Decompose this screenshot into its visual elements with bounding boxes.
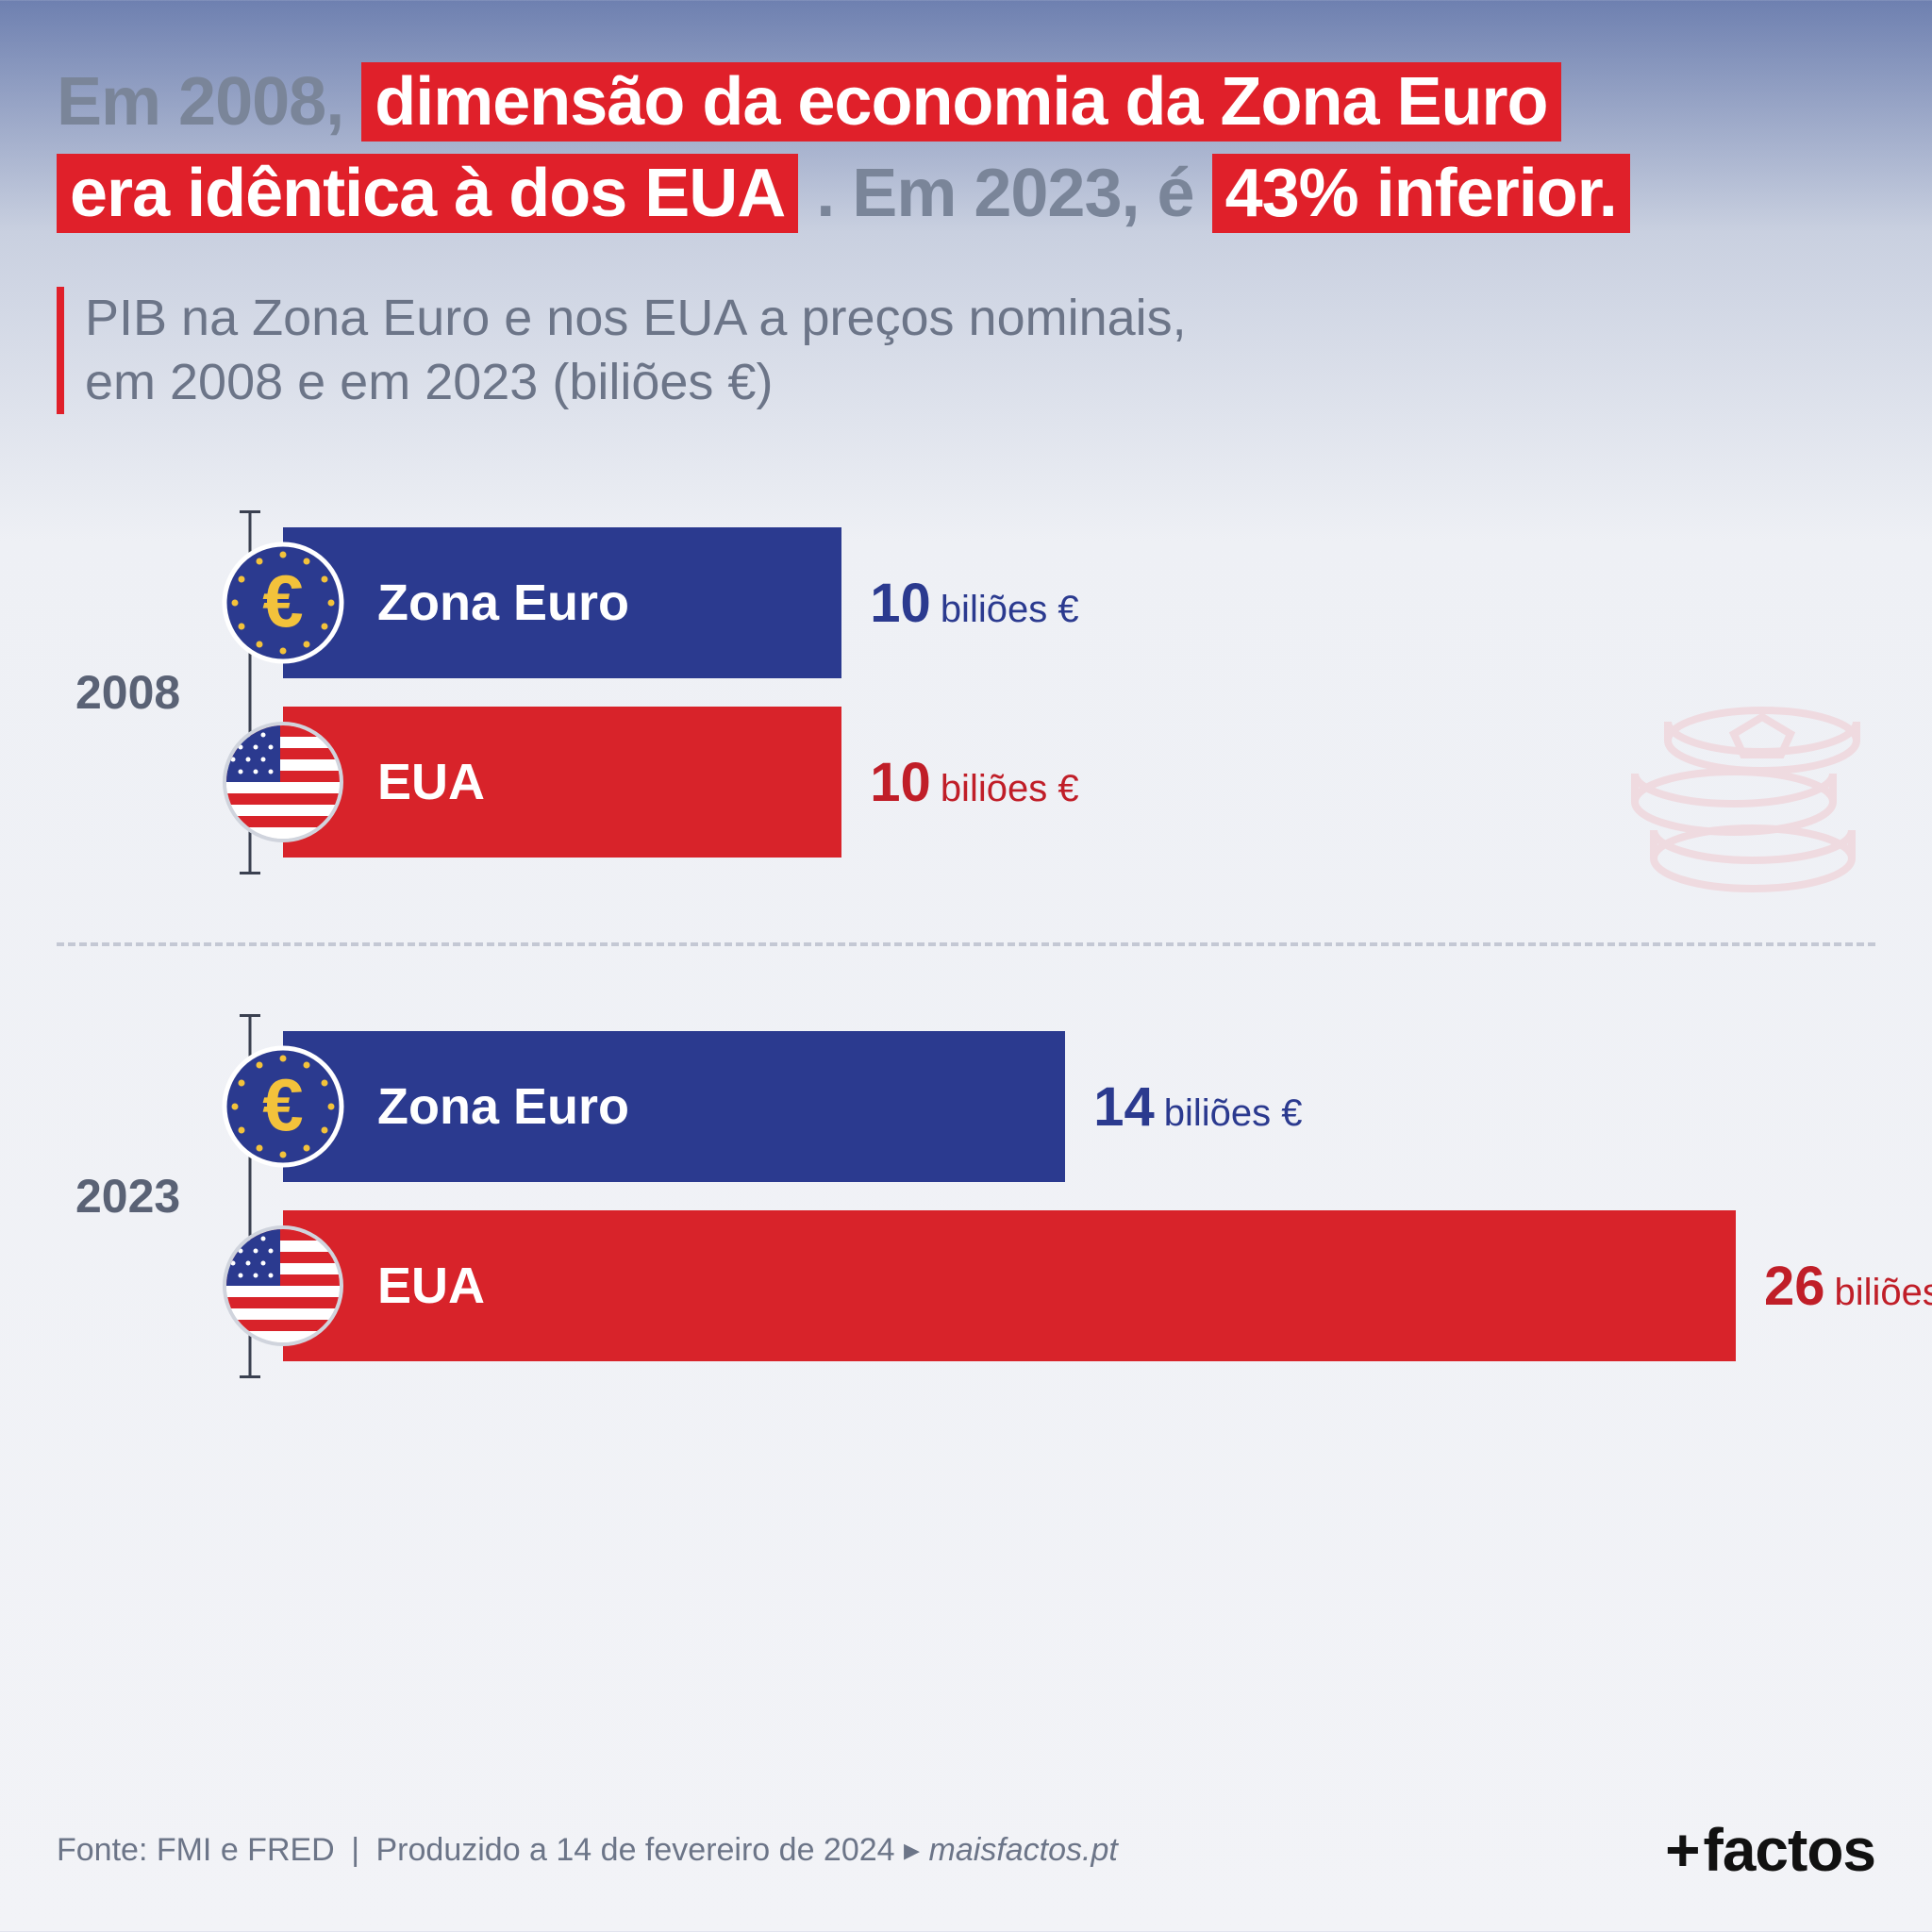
axis-tick-bottom <box>240 1375 260 1378</box>
value-number: 10 <box>870 751 931 814</box>
value-number: 14 <box>1093 1075 1155 1139</box>
axis-tick-bottom <box>240 872 260 874</box>
brand-plus: + <box>1665 1816 1699 1884</box>
bar-row-2023-eu: € Zona Euro 14 biliões € <box>283 1031 1875 1182</box>
bar-label: Zona Euro <box>377 1077 629 1136</box>
year-group-2008: 2008 € Zona Euro 10 <box>57 499 1875 886</box>
bar-2023-eu: Zona Euro 14 biliões € <box>283 1031 1065 1182</box>
bar-row-2008-us: EUA 10 biliões € <box>283 707 1875 858</box>
bar-label: EUA <box>377 753 485 811</box>
brand-logo: +factos <box>1665 1815 1875 1885</box>
subtitle-text: PIB na Zona Euro e nos EUA a preços nomi… <box>85 287 1187 414</box>
subtitle-line-1: PIB na Zona Euro e nos EUA a preços nomi… <box>85 290 1187 346</box>
source-text: FMI e FRED <box>157 1832 335 1868</box>
headline: Em 2008, dimensão da economia da Zona Eu… <box>0 0 1932 258</box>
value-unit: biliões € <box>941 768 1079 810</box>
subtitle-block: PIB na Zona Euro e nos EUA a preços nomi… <box>57 287 1875 414</box>
brand-name: factos <box>1704 1816 1876 1884</box>
subtitle-line-2: em 2008 e em 2023 (biliões €) <box>85 354 773 410</box>
eu-flag-icon: € <box>222 1045 344 1168</box>
headline-part-4: . Em 2023, é <box>816 156 1193 231</box>
bar-label: EUA <box>377 1257 485 1315</box>
svg-text:€: € <box>262 559 303 642</box>
value-unit: biliões € <box>941 589 1079 631</box>
us-flag-icon <box>222 721 344 843</box>
value-label: 10 biliões € <box>870 751 1078 814</box>
bar-row-2008-eu: € Zona Euro 10 biliões € <box>283 527 1875 678</box>
svg-text:€: € <box>262 1063 303 1146</box>
headline-part-2: dimensão da economia da Zona Euro <box>361 62 1560 142</box>
footer-source: Fonte: FMI e FRED | Produzido a 14 de fe… <box>57 1831 1118 1869</box>
eu-flag-icon: € <box>222 541 344 664</box>
value-number: 26 <box>1764 1255 1825 1318</box>
bars-col: € Zona Euro 10 biliões € <box>264 499 1875 886</box>
footer-arrow: ▸ <box>904 1832 929 1868</box>
bar-2008-us: EUA 10 biliões € <box>283 707 841 858</box>
value-number: 10 <box>870 572 931 635</box>
subtitle-accent-bar <box>57 287 64 414</box>
source-prefix: Fonte: <box>57 1832 147 1868</box>
bar-2008-eu: Zona Euro 10 biliões € <box>283 527 841 678</box>
bar-row-2023-us: EUA 26 biliões € <box>283 1210 1875 1361</box>
site-link: maisfactos.pt <box>929 1832 1118 1868</box>
axis-tick-top <box>240 510 260 513</box>
value-label: 14 biliões € <box>1093 1075 1302 1139</box>
footer: Fonte: FMI e FRED | Produzido a 14 de fe… <box>57 1815 1875 1885</box>
year-label: 2023 <box>75 1169 180 1224</box>
value-unit: biliões € <box>1164 1092 1303 1135</box>
value-unit: biliões € <box>1835 1272 1932 1314</box>
value-label: 10 biliões € <box>870 572 1078 635</box>
bar-2023-us: EUA 26 biliões € <box>283 1210 1736 1361</box>
us-flag-icon <box>222 1224 344 1347</box>
bar-label: Zona Euro <box>377 574 629 632</box>
headline-part-5: 43% inferior. <box>1212 154 1630 233</box>
value-label: 26 biliões € <box>1764 1255 1932 1318</box>
headline-part-1: Em 2008, <box>57 64 343 140</box>
group-divider <box>57 942 1875 946</box>
headline-part-3: era idêntica à dos EUA <box>57 154 798 233</box>
year-group-2023: 2023 € Zona Euro 14 <box>57 1003 1875 1390</box>
chart: 2008 € Zona Euro 10 <box>0 499 1932 1390</box>
bars-col: € Zona Euro 14 biliões € <box>264 1003 1875 1390</box>
produced-text: Produzido a 14 de fevereiro de 2024 <box>376 1832 895 1868</box>
year-label-col: 2008 <box>57 499 236 886</box>
year-label: 2008 <box>75 665 180 720</box>
year-label-col: 2023 <box>57 1003 236 1390</box>
axis-tick-top <box>240 1014 260 1017</box>
footer-sep: | <box>351 1832 359 1868</box>
